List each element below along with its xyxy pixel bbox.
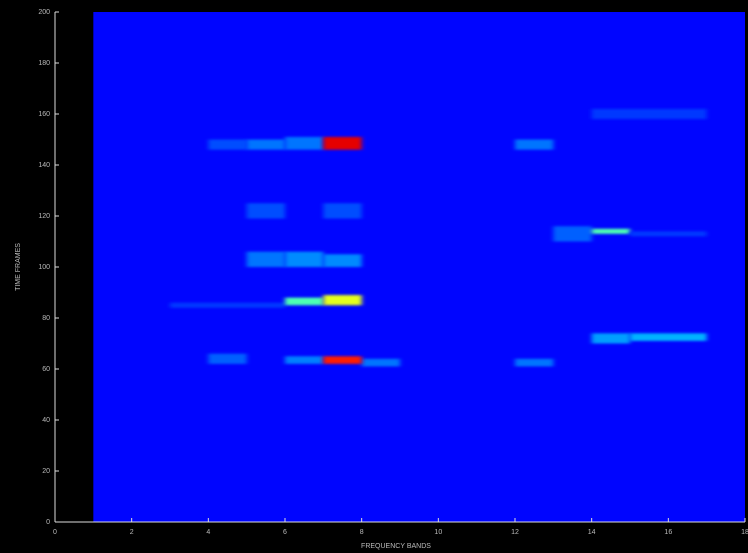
x-tick-label: 14 xyxy=(588,529,596,536)
y-tick-label: 60 xyxy=(42,366,50,373)
heat-cell xyxy=(208,353,247,364)
x-tick-label: 8 xyxy=(360,529,364,536)
heat-cell xyxy=(323,203,362,219)
heat-cell xyxy=(515,358,554,367)
y-axis-label: TIME FRAMES xyxy=(15,243,22,291)
y-tick-label: 0 xyxy=(46,519,50,526)
heat-cell xyxy=(323,136,362,150)
heat-cell xyxy=(323,356,362,364)
heat-cell xyxy=(170,302,285,308)
x-tick-label: 4 xyxy=(206,529,210,536)
y-tick-label: 120 xyxy=(38,213,50,220)
y-tick-label: 100 xyxy=(38,264,50,271)
y-tick-label: 140 xyxy=(38,162,50,169)
heat-cell xyxy=(93,12,746,522)
heat-cell xyxy=(591,333,630,344)
heat-cell xyxy=(285,136,324,150)
heat-cell xyxy=(285,356,324,364)
y-tick-label: 180 xyxy=(38,60,50,67)
heat-cell xyxy=(630,333,707,341)
y-tick-label: 20 xyxy=(42,468,50,475)
heat-cell xyxy=(515,139,554,150)
y-tick-label: 200 xyxy=(38,9,50,16)
heat-cell xyxy=(246,251,285,267)
y-tick-label: 80 xyxy=(42,315,50,322)
heat-cell xyxy=(630,231,707,237)
heat-cell xyxy=(246,139,285,150)
x-axis-label: FREQUENCY BANDS xyxy=(361,543,431,550)
x-tick-label: 0 xyxy=(53,529,57,536)
heat-cell xyxy=(591,108,707,120)
y-tick-label: 40 xyxy=(42,417,50,424)
heat-cell xyxy=(246,203,285,219)
x-tick-label: 10 xyxy=(434,529,442,536)
x-tick-label: 16 xyxy=(664,529,672,536)
x-tick-label: 18 xyxy=(741,529,748,536)
heat-cell xyxy=(285,251,324,267)
heatmap xyxy=(93,12,746,522)
heat-cell xyxy=(361,358,400,367)
x-tick-label: 12 xyxy=(511,529,519,536)
heat-cell xyxy=(553,226,592,242)
heat-cell xyxy=(285,297,324,306)
heat-cell xyxy=(323,254,362,267)
x-tick-label: 2 xyxy=(130,529,134,536)
heat-cell xyxy=(208,139,247,150)
heat-cell xyxy=(323,295,362,306)
y-tick-label: 160 xyxy=(38,111,50,118)
x-tick-label: 6 xyxy=(283,529,287,536)
heat-cell xyxy=(591,228,630,234)
